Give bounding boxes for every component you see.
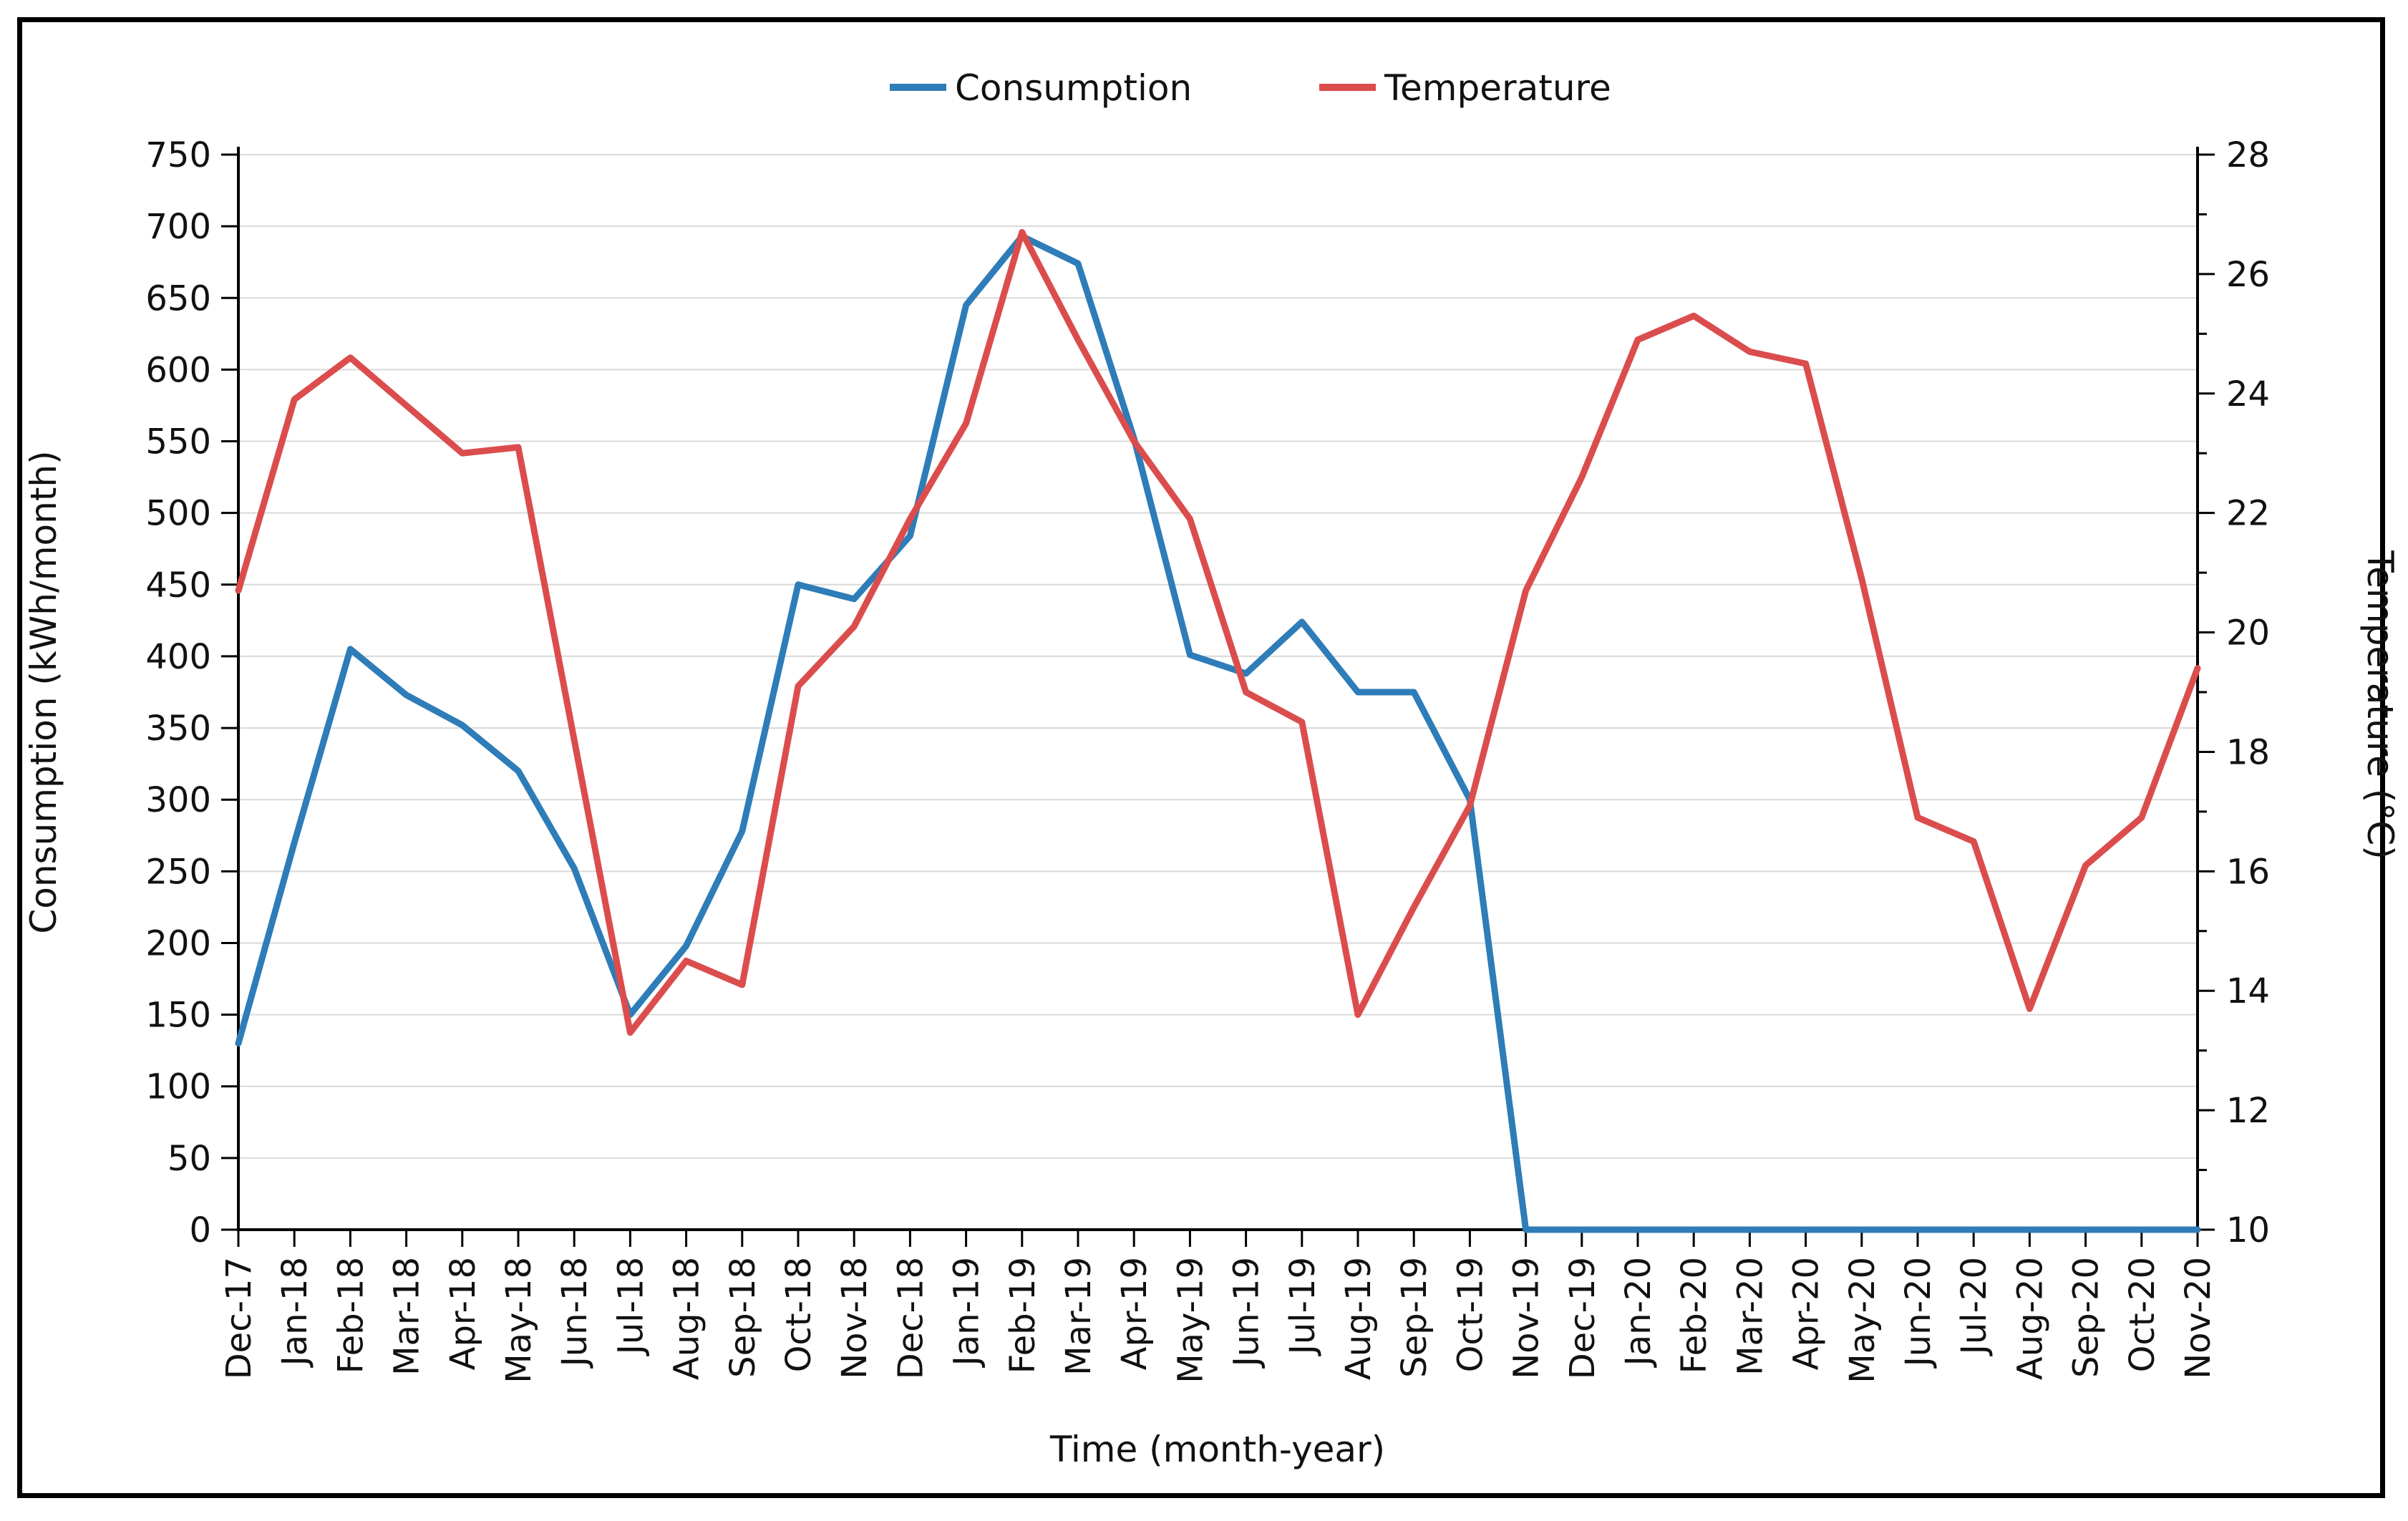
x-axis-tick-label: Jul-19 (1283, 1257, 1323, 1356)
x-axis-tick-label: Jan-19 (947, 1257, 987, 1368)
x-axis-tick-label: May-20 (1843, 1257, 1883, 1384)
x-axis-tick-label: May-19 (1170, 1257, 1210, 1384)
right-axis-tick-label: 26 (2226, 255, 2270, 295)
axes (237, 147, 2199, 1231)
left-axis-tick-label: 400 (145, 637, 211, 677)
x-axis-tick-label: Jan-20 (1618, 1257, 1659, 1368)
x-axis-tick-label: Apr-18 (443, 1257, 483, 1370)
chart-frame (17, 17, 2385, 1498)
x-axis-tick-label: Jul-20 (1954, 1257, 1994, 1356)
x-axis-tick-label: Oct-20 (2122, 1257, 2162, 1372)
left-axis-tick-label: 100 (145, 1067, 211, 1107)
x-axis-tick-label: Sep-18 (723, 1257, 763, 1378)
left-axis-tick-label: 350 (145, 709, 211, 749)
left-axis-tick-label: 500 (145, 494, 211, 534)
right-axis-tick-label: 18 (2226, 732, 2270, 772)
x-axis-tick-label: Oct-19 (1450, 1257, 1490, 1372)
gridlines (238, 154, 2198, 1159)
x-axis-tick-label: Dec-18 (890, 1257, 931, 1379)
right-axis-tick-label: 28 (2226, 135, 2270, 175)
x-axis-tick-label: Feb-19 (1003, 1257, 1043, 1374)
temperature-line (235, 229, 2201, 1036)
left-axis-tick-label: 150 (145, 996, 211, 1036)
right-axis-tick-label: 10 (2226, 1210, 2270, 1250)
left-axis-tick-label: 600 (145, 350, 211, 390)
x-axis-tick-label: Mar-19 (1059, 1257, 1099, 1376)
data-series (235, 229, 2201, 1233)
left-axis-tick-label: 300 (145, 780, 211, 820)
x-axis-tick-label: Mar-18 (387, 1257, 427, 1376)
x-axis-tick-label: Oct-18 (779, 1257, 819, 1372)
x-axis-tick-label: Dec-19 (1563, 1257, 1603, 1379)
x-axis-tick-label: Aug-20 (2010, 1257, 2050, 1380)
left-axis-tick-label: 450 (145, 565, 211, 606)
x-axis-tick-label: Nov-19 (1507, 1257, 1547, 1379)
x-axis-tick-label: Aug-18 (667, 1257, 707, 1380)
right-axis-tick-label: 12 (2226, 1091, 2270, 1131)
x-axis-tick-label: Dec-17 (219, 1257, 259, 1379)
right-axis-tick-label: 14 (2226, 971, 2270, 1011)
x-axis-tick-label: Mar-20 (1730, 1257, 1770, 1376)
right-axis-tick-label: 24 (2226, 374, 2270, 414)
legend-consumption-label: Consumption (955, 67, 1192, 109)
left-axis-title: Consumption (kWh/month) (23, 450, 64, 933)
x-axis-tick-label: Jan-18 (275, 1257, 315, 1368)
x-axis-tick-label: Nov-20 (2178, 1257, 2218, 1379)
right-axis-tick-label: 20 (2226, 613, 2270, 653)
x-axis-tick-label: Jun-20 (1898, 1257, 1938, 1369)
axis-ticks (221, 153, 2215, 1247)
left-axis-tick-label: 700 (145, 207, 211, 247)
left-axis-tick-label: 0 (189, 1210, 211, 1250)
x-axis-tick-label: Sep-20 (2067, 1257, 2107, 1378)
left-axis-tick-label: 750 (145, 135, 211, 175)
x-axis-title: Time (month-year) (1049, 1429, 1385, 1470)
left-axis-tick-label: 250 (145, 852, 211, 892)
x-axis-tick-label: Jun-19 (1227, 1257, 1267, 1369)
left-axis-tick-label: 650 (145, 278, 211, 319)
x-axis-tick-label: Jun-18 (555, 1257, 595, 1369)
left-axis-tick-label: 550 (145, 422, 211, 462)
x-axis-tick-label: Sep-19 (1394, 1257, 1434, 1378)
consumption-line (235, 233, 2201, 1233)
x-axis-tick-label: Feb-18 (331, 1257, 371, 1374)
left-axis-tick-label: 50 (168, 1139, 211, 1179)
right-axis-tick-label: 22 (2226, 494, 2270, 534)
tick-labels: 0 50 100 150 200 250 300 350 400 450 500 550 600 650 7… (145, 135, 2270, 1384)
x-axis-tick-label: Aug-19 (1339, 1257, 1379, 1380)
x-axis-tick-label: Apr-20 (1787, 1257, 1827, 1370)
x-axis-tick-label: Nov-18 (835, 1257, 875, 1379)
x-axis-tick-label: Jul-18 (611, 1257, 651, 1356)
legend: Consumption Temperature (890, 67, 1611, 109)
x-axis-tick-label: May-18 (499, 1257, 539, 1384)
x-axis-tick-label: Apr-19 (1115, 1257, 1155, 1370)
legend-temperature-label: Temperature (1384, 67, 1611, 109)
right-axis-tick-label: 16 (2226, 852, 2270, 892)
left-axis-tick-label: 200 (145, 923, 211, 963)
x-axis-tick-label: Feb-20 (1674, 1257, 1714, 1374)
right-axis-title: Temperature (°C) (2359, 550, 2401, 860)
